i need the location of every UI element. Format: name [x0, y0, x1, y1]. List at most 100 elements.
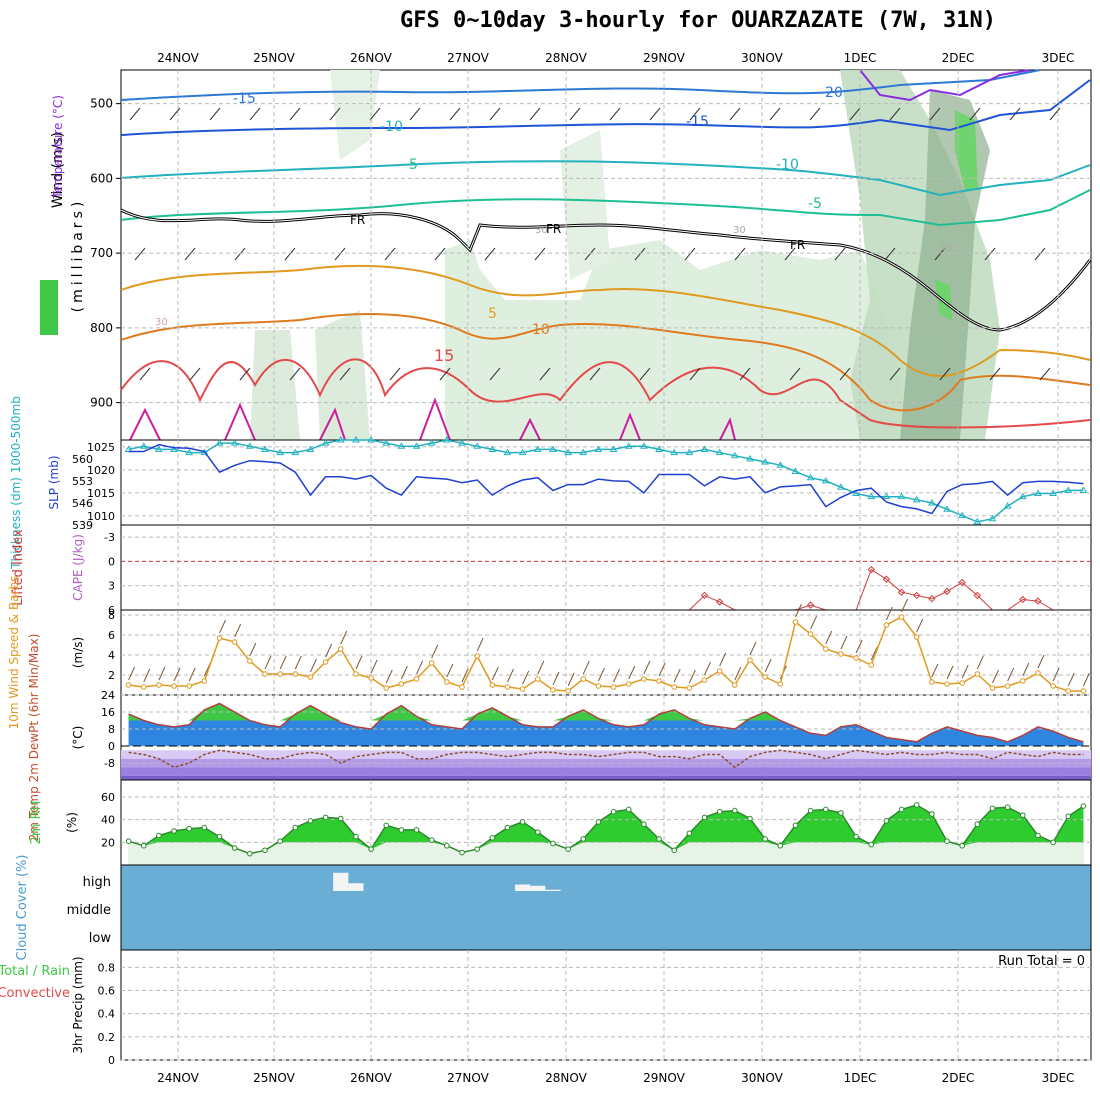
thickness-line-point: [336, 436, 345, 443]
rh-line-point: [944, 838, 950, 845]
dewpoint-line: [128, 749, 1084, 769]
wind-speed-line-point: [747, 657, 753, 663]
thickness-line-point: [579, 448, 588, 456]
pressure-tick-label: 800: [90, 321, 113, 335]
wind-speed-line-point: [474, 653, 480, 659]
isotherm-plus10: [120, 313, 1091, 412]
wind-speed-line-point: [322, 659, 329, 665]
wind-barb: [188, 667, 196, 682]
wind-barb: [901, 598, 909, 613]
rh-line-point: [838, 810, 844, 816]
slp-tick-label: 1025: [87, 441, 115, 454]
rh-line-point: [868, 841, 875, 848]
thickness-tick-label: 546: [72, 497, 93, 510]
wind-speed-line-point: [140, 684, 147, 690]
wind-barb: [764, 658, 772, 673]
date-label-top: 3DEC: [1042, 51, 1075, 65]
thickness-line-point: [1049, 489, 1057, 497]
rh-line-point: [625, 806, 632, 813]
wind-speed-line-point: [641, 676, 647, 682]
wind-speed-tick-label: 4: [108, 649, 115, 662]
rh-line-point: [216, 833, 223, 840]
rh-line-point: [671, 847, 678, 854]
rh-line-point: [1080, 803, 1087, 809]
rh-line-point: [337, 815, 344, 822]
thickness-line-point: [397, 442, 406, 449]
rh-line-point: [777, 842, 784, 849]
rh-line-point: [792, 822, 799, 829]
date-label-bottom: 25NOV: [253, 1071, 295, 1085]
rh-line-point: [368, 846, 374, 852]
thickness-line-point: [1079, 486, 1088, 493]
wind-speed-line-point: [1050, 683, 1056, 689]
rh-line-point: [247, 850, 253, 857]
wind-speed-line-point: [822, 646, 829, 652]
panel-5: high middle low Cloud Cover (%): [15, 855, 1092, 960]
thickness-line-point: [791, 467, 800, 474]
dewpoint-band: [121, 767, 1091, 776]
pressure-axis: 500 600 700 800 900: [90, 70, 1091, 440]
slp-line: [128, 443, 1084, 515]
panel-frame: [120, 864, 1092, 951]
thickness-line-point: [715, 448, 724, 456]
wind-speed-line-point: [732, 682, 738, 688]
lifted-index-line: [689, 568, 1054, 611]
thickness-axis-label: Thickness (dm) 1000-500mb: [9, 396, 23, 570]
wind-barb: [1082, 672, 1090, 687]
thickness-line: [128, 439, 1084, 523]
date-label-bottom: 27NOV: [447, 1071, 489, 1085]
rh-line-point: [686, 830, 693, 837]
wind-barb: [946, 665, 954, 680]
wind-barb: [340, 630, 348, 645]
rh-shading: [955, 110, 978, 190]
temp-units: (°C): [71, 726, 85, 750]
rh-line-point: [641, 821, 647, 828]
wind-barb: [325, 643, 333, 658]
lifted-index-tick-label: 6: [108, 604, 115, 617]
wind-barb: [628, 665, 636, 680]
wind-speed-line-point: [459, 684, 465, 690]
wind-speed-line-point: [337, 646, 344, 652]
wind-speed-line-point: [413, 676, 420, 682]
thickness-line-point: [261, 445, 269, 452]
rh-line-point: [913, 802, 920, 808]
wind-barb: [537, 660, 545, 675]
lifted-index-point: [912, 591, 921, 600]
contour-label: -15: [233, 91, 256, 107]
rh-line-point: [277, 838, 283, 845]
wind-barb: [825, 630, 833, 645]
wind-speed-line-point: [307, 674, 314, 680]
rh-shading: [560, 130, 610, 280]
wind-speed-tick-label: 6: [108, 629, 115, 642]
rh-shading: [250, 330, 300, 440]
thickness-line-point: [518, 448, 527, 456]
wind-barb: [916, 618, 924, 633]
rh-line-point: [519, 819, 526, 825]
thickness-line-point: [230, 439, 239, 446]
rh-line: [128, 804, 1084, 855]
wind-speed-line-point: [974, 671, 981, 677]
thickness-line-point: [170, 445, 178, 452]
wind-barb: [613, 668, 621, 683]
wind-speed-line-point: [868, 662, 875, 668]
date-label-top: 1DEC: [844, 51, 877, 65]
thickness-line-point: [1003, 502, 1012, 509]
wind-barb: [431, 644, 439, 659]
rh-line-point: [762, 836, 768, 842]
wind-barb: [128, 666, 136, 681]
wind-speed-line-point: [807, 631, 814, 637]
rh-line-point: [489, 835, 496, 841]
rh-line-point: [853, 833, 859, 840]
upper-air-panel: -20 -15 -15 -10 -10 -5 -5 FR FR FR 5 10 …: [38, 69, 1092, 441]
date-label-top: 27NOV: [447, 51, 489, 65]
wind-speed-line-point: [186, 683, 193, 689]
precip-tick-label: 0.2: [98, 1031, 116, 1044]
panel-1: -3 0 3 6 Lifted Index CAPE (J/kg): [11, 524, 1092, 617]
wind-barb: [143, 668, 151, 683]
contour-label: -15: [686, 114, 709, 130]
rh-line-point: [186, 825, 193, 832]
millibars-axis-label: (millibars): [70, 198, 86, 313]
thickness-line-point: [564, 448, 572, 456]
rh-line-point: [550, 840, 556, 847]
thickness-line-point: [927, 498, 936, 506]
